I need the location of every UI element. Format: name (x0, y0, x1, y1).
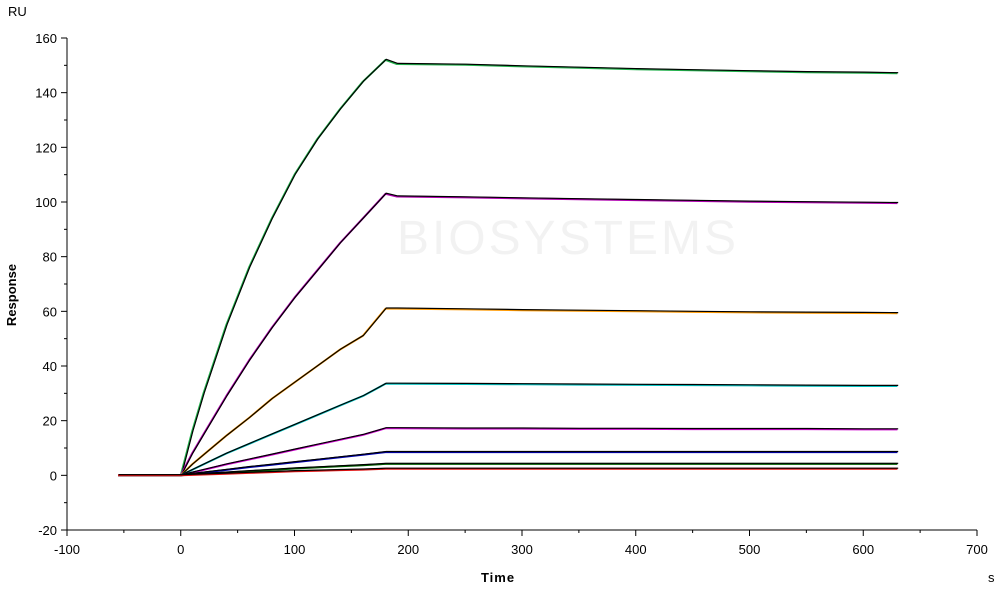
y-tick-label: 160 (35, 31, 57, 46)
x-axis-title: Time (481, 570, 515, 585)
fit-line-2 (118, 192, 899, 476)
y-tick-label: 120 (35, 140, 57, 155)
y-tick-label: 80 (43, 250, 57, 265)
y-tick-label: 140 (35, 86, 57, 101)
fit-line-1 (118, 58, 899, 476)
x-tick-label: 300 (511, 542, 533, 557)
fit-line-6 (118, 450, 899, 476)
watermark-text: BIOSYSTEMS (397, 212, 739, 265)
x-tick-label: 100 (284, 542, 306, 557)
axes: -20 0 20 40 60 80 100 120 140 160 -100 0 100 200 300 40… (35, 31, 988, 557)
x-tick-label: -100 (54, 542, 80, 557)
x-tick-label: 500 (739, 542, 761, 557)
y-tick-label: 40 (43, 359, 57, 374)
y-tick-label: 0 (50, 468, 57, 483)
y-unit-label: RU (8, 4, 27, 19)
fit-line-8 (118, 467, 899, 476)
x-tick-label: 0 (177, 542, 184, 557)
y-axis-title: Response (4, 264, 19, 326)
y-tick-label: -20 (38, 523, 57, 538)
fit-line-4 (118, 382, 899, 476)
fit-line-7 (118, 462, 899, 476)
y-tick-label: 60 (43, 304, 57, 319)
x-tick-label: 200 (397, 542, 419, 557)
x-tick-label: 600 (852, 542, 874, 557)
fit-line-5 (118, 427, 899, 476)
y-tick-label: 100 (35, 195, 57, 210)
x-tick-label: 400 (625, 542, 647, 557)
data-series (118, 58, 899, 477)
y-tick-label: 20 (43, 414, 57, 429)
x-tick-label: 700 (966, 542, 988, 557)
series-line-1 (118, 58, 898, 477)
fit-line-3 (118, 307, 899, 476)
x-unit-label: s (988, 570, 995, 585)
